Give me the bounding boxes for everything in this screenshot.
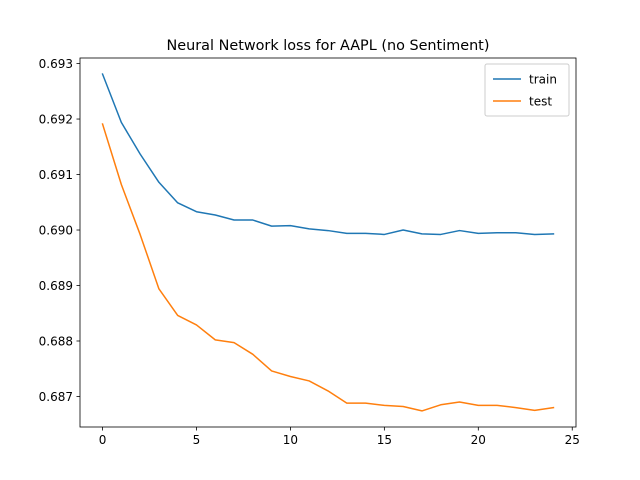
y-tick-label: 0.693 xyxy=(39,57,73,71)
y-tick-label: 0.687 xyxy=(39,390,73,404)
x-tick-label: 10 xyxy=(283,433,298,447)
y-tick-label: 0.689 xyxy=(39,279,73,293)
legend-label-train: train xyxy=(529,72,557,86)
y-tick-label: 0.688 xyxy=(39,334,73,348)
x-tick-label: 5 xyxy=(193,433,201,447)
series-line-test xyxy=(101,123,555,412)
x-tick-label: 0 xyxy=(99,433,107,447)
x-tick-label: 25 xyxy=(565,433,580,447)
legend-box xyxy=(484,63,570,117)
chart-title: Neural Network loss for AAPL (no Sentime… xyxy=(167,38,490,54)
axis-layer: 0 5 10 15 20 25 0.687 0.688 0.689 0.690 0.691 0.692… xyxy=(39,57,580,447)
series-layer xyxy=(101,73,555,412)
x-tick-label: 20 xyxy=(471,433,486,447)
plot-frame xyxy=(79,57,577,428)
legend: train test xyxy=(484,63,570,117)
y-tick-label: 0.690 xyxy=(39,223,73,237)
y-tick-label: 0.692 xyxy=(39,112,73,126)
x-tick-label: 15 xyxy=(377,433,392,447)
y-tick-label: 0.691 xyxy=(39,168,73,182)
series-line-train xyxy=(101,73,555,236)
legend-label-test: test xyxy=(529,94,552,108)
